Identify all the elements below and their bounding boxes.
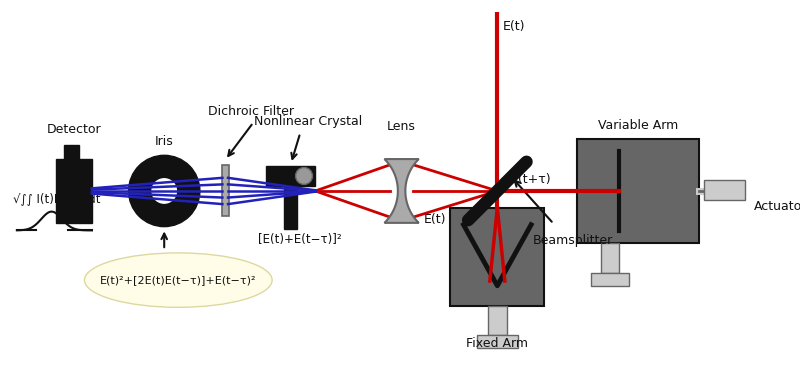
- Bar: [266, 166, 315, 186]
- Text: Iris: Iris: [155, 135, 174, 148]
- Text: Variable Arm: Variable Arm: [598, 119, 678, 132]
- Text: E(t): E(t): [424, 213, 446, 226]
- Bar: [64, 145, 79, 159]
- Bar: [577, 139, 699, 243]
- Text: Dichroic Filter: Dichroic Filter: [209, 105, 294, 118]
- Circle shape: [129, 155, 200, 227]
- Text: E(t): E(t): [503, 20, 526, 33]
- Bar: [601, 243, 619, 272]
- Bar: [450, 208, 544, 306]
- Text: Fixed Arm: Fixed Arm: [466, 336, 528, 349]
- Circle shape: [152, 179, 177, 203]
- Text: Beamsplitter: Beamsplitter: [532, 234, 613, 247]
- Text: [E(t)+E(t−τ)]²: [E(t)+E(t−τ)]²: [258, 233, 342, 246]
- Bar: [284, 186, 298, 229]
- Ellipse shape: [85, 253, 272, 307]
- Bar: [477, 335, 518, 348]
- Text: Actuator: Actuator: [754, 200, 800, 213]
- Bar: [704, 180, 745, 200]
- Text: Nonlinear Crystal: Nonlinear Crystal: [254, 115, 362, 128]
- Bar: [488, 306, 506, 335]
- Text: E(t)²+[2E(t)E(t−τ)]+E(t−τ)²: E(t)²+[2E(t)E(t−τ)]+E(t−τ)²: [100, 275, 257, 285]
- Text: Lens: Lens: [387, 120, 416, 133]
- Text: E(t+τ): E(t+τ): [510, 173, 551, 186]
- Bar: [222, 165, 229, 216]
- Circle shape: [295, 168, 313, 184]
- Bar: [56, 159, 92, 223]
- Text: Detector: Detector: [47, 123, 102, 136]
- Polygon shape: [385, 159, 418, 223]
- Text: √∫∫ I(t)I(t+τ)dt: √∫∫ I(t)I(t+τ)dt: [13, 192, 101, 205]
- Bar: [591, 272, 629, 286]
